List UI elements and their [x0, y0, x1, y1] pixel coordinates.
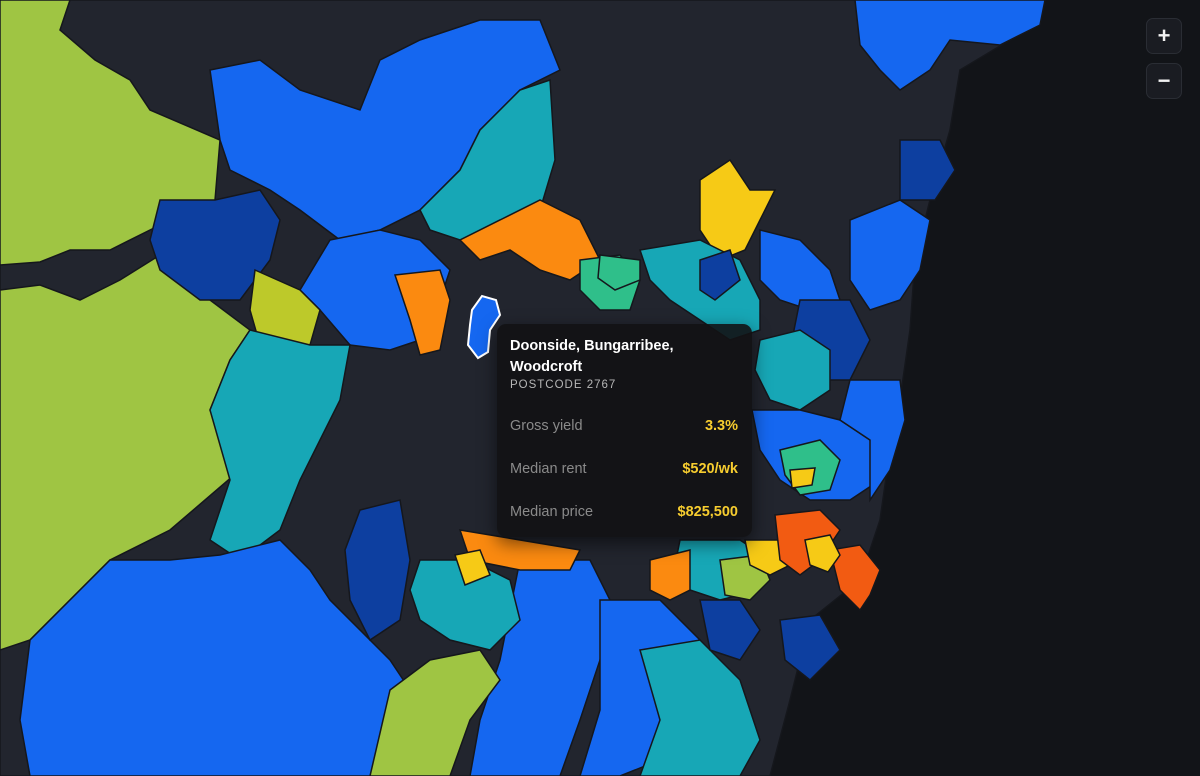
suburb-innerwest-yellow[interactable] — [789, 467, 816, 489]
zoom-out-button[interactable]: − — [1146, 63, 1182, 99]
suburb-highlighted-outline[interactable] — [466, 294, 502, 360]
suburb-laperouse-red[interactable] — [829, 544, 881, 612]
suburb-southeast-darkblue[interactable] — [779, 614, 841, 682]
suburb-north-green[interactable] — [597, 254, 641, 291]
metric-label: Gross yield — [510, 417, 583, 434]
suburb-east-yellow[interactable] — [804, 534, 841, 573]
suburb-north-darkblue[interactable] — [699, 249, 741, 301]
metric-row-median-price: Median price $825,500 — [510, 490, 738, 533]
suburb-north-yellow[interactable] — [699, 158, 777, 261]
metric-label: Median rent — [510, 460, 587, 477]
metric-label: Median price — [510, 503, 594, 520]
suburb-east-blue[interactable] — [849, 199, 931, 311]
tooltip-title: Doonside, Bungarribee, Woodcroft — [510, 338, 674, 375]
tooltip-metrics: Gross yield 3.3% Median rent $520/wk Med… — [510, 404, 738, 533]
metric-value: $520/wk — [682, 460, 738, 477]
suburb-southeast-teal[interactable] — [639, 639, 761, 776]
suburb-west-teal[interactable] — [209, 329, 351, 561]
suburb-south-green[interactable] — [369, 649, 501, 776]
suburb-south-blue-2[interactable] — [469, 559, 611, 776]
metric-value: $825,500 — [677, 503, 738, 520]
suburb-north-blue[interactable] — [854, 0, 1046, 91]
tooltip-postcode: POSTCODE 2767 — [510, 379, 617, 391]
zoom-in-button[interactable]: + — [1146, 18, 1182, 54]
metric-row-median-rent: Median rent $520/wk — [510, 447, 738, 490]
suburb-tooltip: Doonside, Bungarribee, Woodcroft POSTCOD… — [497, 324, 752, 537]
suburb-south-darkblue[interactable] — [344, 499, 411, 642]
metric-value: 3.3% — [704, 417, 738, 434]
suburb-south-darkblue-2[interactable] — [699, 599, 761, 661]
suburb-northeast-darkblue[interactable] — [899, 139, 956, 201]
suburb-airport-orange[interactable] — [649, 549, 691, 601]
suburb-east-teal[interactable] — [754, 329, 831, 411]
metric-row-gross-yield: Gross yield 3.3% — [510, 404, 738, 447]
suburb-south-yellow[interactable] — [454, 549, 491, 586]
suburb-south-blue[interactable] — [19, 539, 411, 776]
suburb-westcentral-orange[interactable] — [393, 269, 451, 356]
suburb-eastsuburbs-blue[interactable] — [839, 379, 906, 503]
